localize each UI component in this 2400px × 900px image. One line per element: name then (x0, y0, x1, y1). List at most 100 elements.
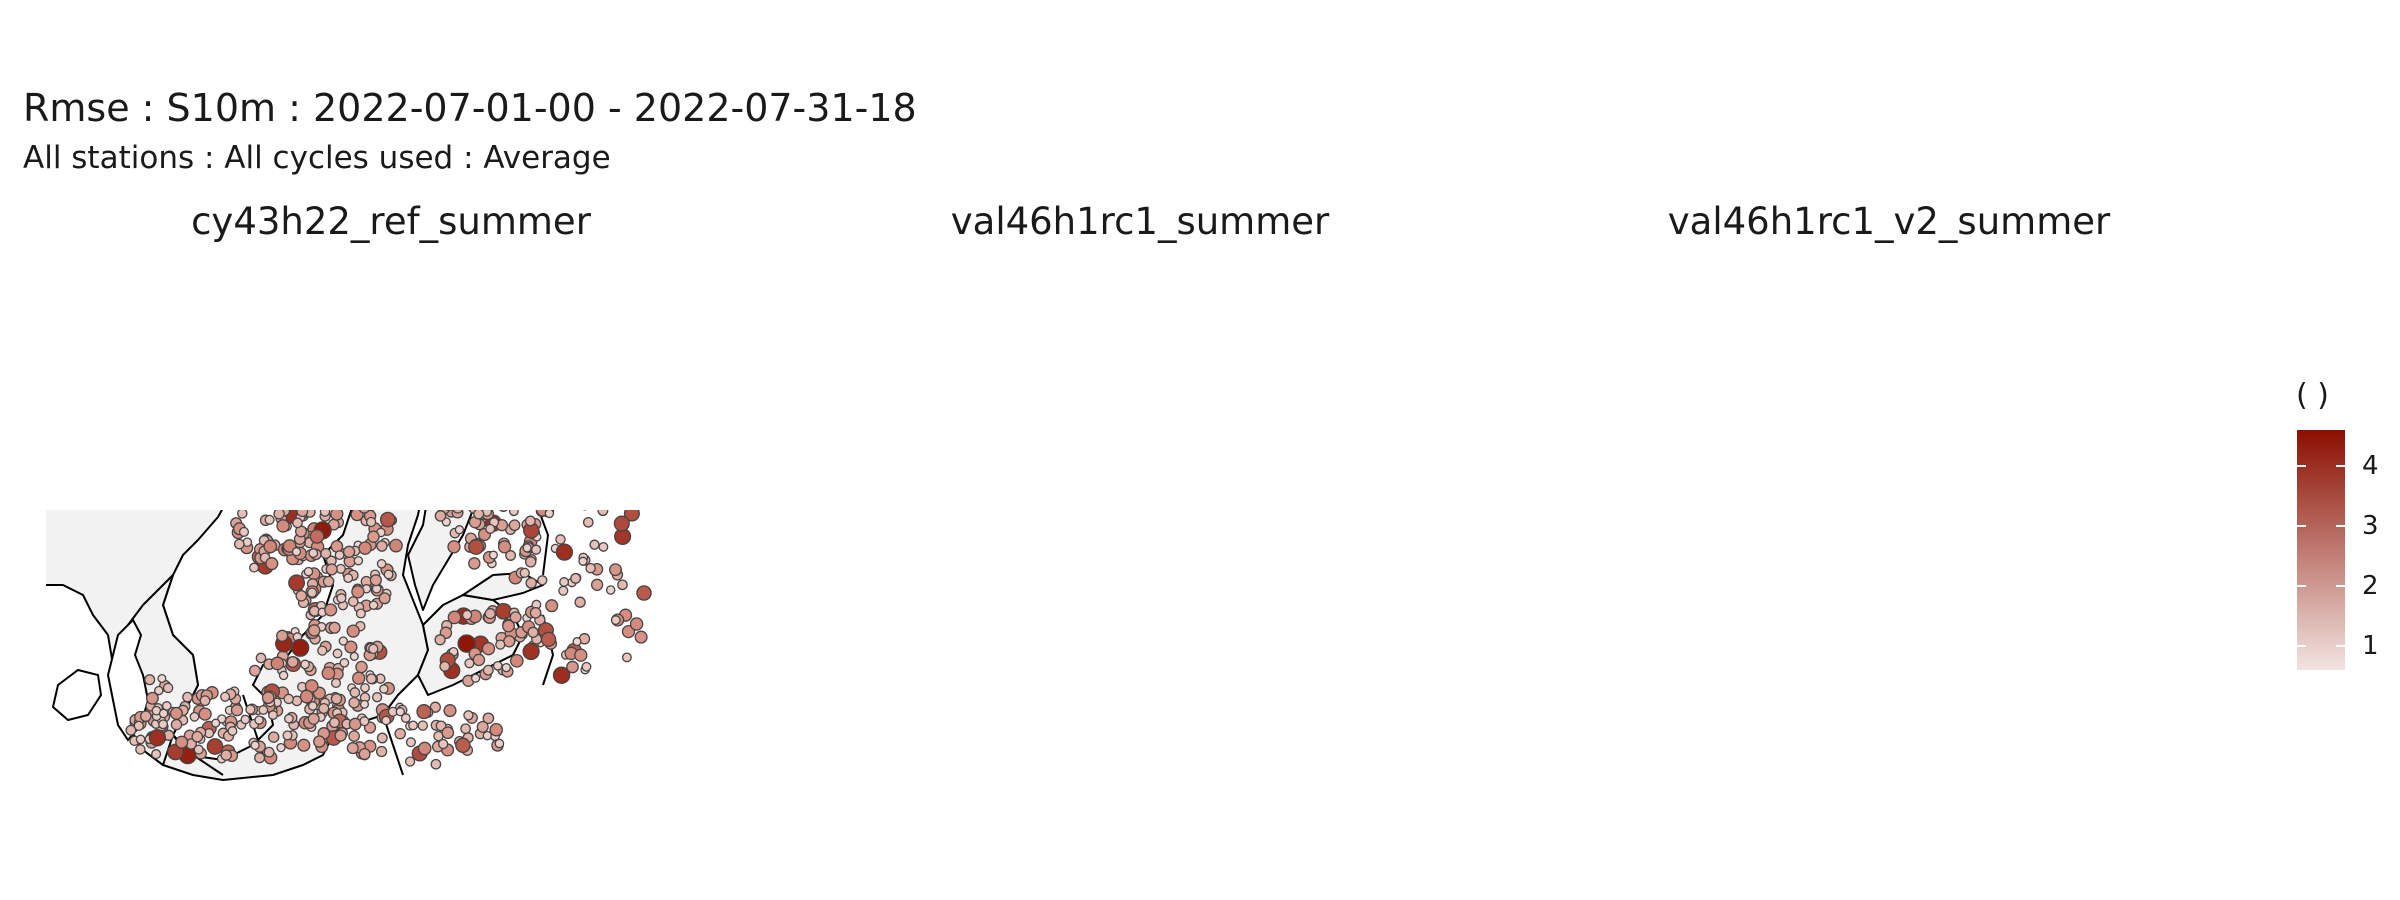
station-point (1083, 593, 1092, 602)
station-point (525, 577, 537, 589)
station-point (1899, 709, 1908, 718)
station-point (1233, 562, 1245, 574)
station-point (245, 495, 256, 506)
station-point (1236, 557, 1245, 566)
station-point (1734, 505, 1746, 517)
station-point (1826, 701, 1836, 711)
station-point (613, 515, 630, 532)
station-point (2075, 584, 2084, 593)
station-point (1091, 687, 1100, 696)
station-point (1091, 637, 1108, 654)
station-point (1387, 612, 1396, 621)
station-point (317, 645, 328, 656)
station-point (1887, 535, 1899, 547)
station-point (1124, 665, 1135, 676)
station-point (1045, 501, 1060, 516)
station-point (1974, 513, 1986, 525)
station-point (1011, 497, 1019, 505)
station-point (2114, 595, 2125, 606)
station-point (982, 726, 993, 737)
station-point (987, 704, 998, 715)
station-point (489, 474, 503, 488)
station-point (1826, 668, 1838, 680)
station-point (283, 454, 293, 464)
station-point (318, 425, 330, 437)
station-point (1184, 704, 1194, 714)
station-point (1226, 547, 1235, 556)
station-point (1813, 492, 1825, 504)
station-point (1028, 535, 1040, 547)
station-point (1757, 479, 1769, 491)
station-point (355, 660, 368, 674)
station-point (267, 380, 275, 388)
station-point (1062, 502, 1079, 519)
station-point (220, 691, 231, 702)
station-point (1827, 684, 1836, 693)
station-point (246, 390, 257, 401)
station-point (1755, 693, 1766, 704)
station-point (894, 714, 906, 726)
station-point (2109, 623, 2119, 633)
station-point (1063, 718, 1080, 735)
station-point (334, 550, 345, 561)
station-point (1126, 726, 1136, 736)
station-point (978, 706, 988, 716)
station-point (1999, 646, 2008, 655)
station-point (1334, 661, 1342, 669)
station-point (1038, 468, 1048, 478)
station-point (2085, 659, 2095, 669)
station-point (1846, 524, 1855, 533)
station-point (230, 498, 240, 508)
station-point (1086, 598, 1097, 609)
station-point (1021, 746, 1032, 757)
station-point (1021, 492, 1030, 501)
station-point (1063, 485, 1075, 497)
station-point (1379, 576, 1388, 585)
legend-tick-label: 1 (2362, 631, 2379, 661)
station-point (2009, 438, 2021, 450)
station-point (1759, 661, 1769, 671)
station-point (1951, 660, 1959, 668)
station-point (1074, 432, 1084, 442)
station-point (974, 716, 986, 728)
station-point (1853, 575, 1864, 586)
station-point (1821, 660, 1830, 669)
station-point (1220, 732, 1234, 746)
station-point (1747, 706, 1757, 716)
station-point (1849, 542, 1858, 551)
station-point (1961, 719, 1973, 731)
station-point (2016, 524, 2027, 535)
station-point (629, 617, 644, 631)
station-point (1059, 531, 1068, 540)
station-point (894, 720, 903, 729)
station-point (292, 517, 303, 529)
station-point (349, 687, 361, 698)
station-point (475, 494, 486, 505)
station-point (1265, 495, 1276, 506)
station-point (1814, 516, 1822, 524)
station-point (1735, 739, 1747, 751)
station-point (1802, 582, 1813, 593)
station-point (351, 585, 365, 599)
station-point (522, 500, 530, 508)
station-point (1089, 535, 1099, 545)
station-point (985, 721, 993, 729)
station-point (1685, 694, 1696, 705)
station-point (1875, 708, 1885, 718)
station-point (348, 730, 360, 742)
station-point (1047, 513, 1056, 522)
station-point (1186, 700, 1202, 716)
station-point (1867, 504, 1879, 516)
station-point (1825, 433, 1834, 442)
station-point (1777, 454, 1788, 465)
station-point (2076, 555, 2088, 567)
station-point (1808, 706, 1819, 717)
station-point (1744, 430, 1752, 438)
station-point (2023, 494, 2034, 505)
station-point (1290, 495, 1299, 504)
station-point (1081, 486, 1090, 495)
station-point (1020, 411, 1029, 420)
map-border (537, 510, 550, 576)
station-point (1883, 702, 1898, 717)
station-point (1079, 433, 1089, 443)
